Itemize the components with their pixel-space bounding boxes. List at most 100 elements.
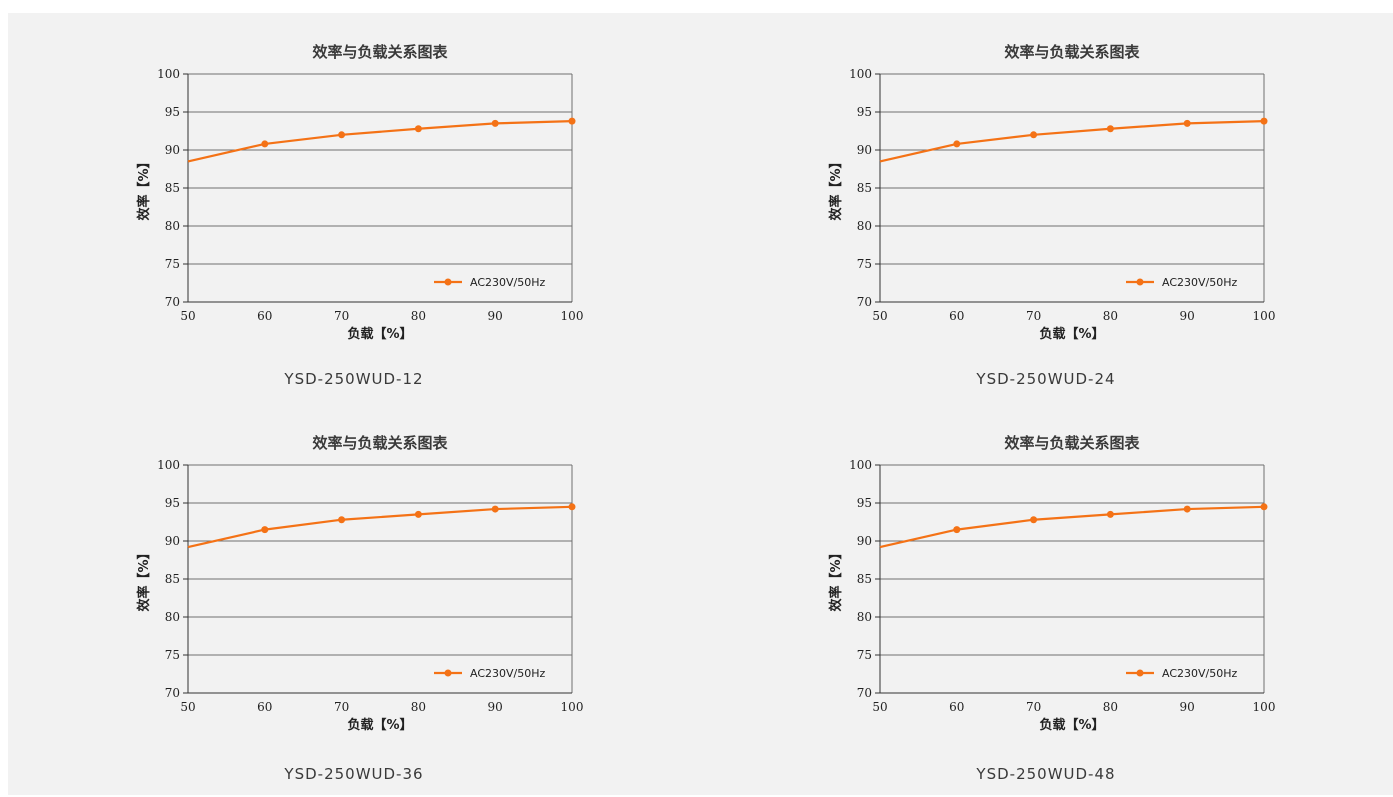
series-line bbox=[187, 120, 573, 163]
y-tick-label: 70 bbox=[857, 686, 872, 700]
x-tick-label: 100 bbox=[1253, 700, 1276, 714]
x-axis-label: 负载【%】 bbox=[1039, 326, 1104, 342]
y-tick-label: 100 bbox=[849, 458, 872, 472]
legend-label: AC230V/50Hz bbox=[1162, 667, 1238, 680]
efficiency-chart-36: 效率与负载关系图表 70 75 80 85 90 95 100 50 60 70 80 90 100 负载【… bbox=[136, 434, 584, 733]
y-tick-label: 85 bbox=[857, 181, 872, 195]
x-tick-label: 80 bbox=[411, 309, 426, 323]
data-point bbox=[338, 131, 346, 139]
y-tick-label: 95 bbox=[857, 105, 872, 119]
data-point bbox=[953, 526, 961, 534]
y-tick-label: 100 bbox=[157, 67, 180, 81]
x-tick-label: 90 bbox=[488, 700, 503, 714]
y-tick-label: 80 bbox=[165, 219, 180, 233]
x-tick-label: 100 bbox=[561, 700, 584, 714]
data-point bbox=[568, 503, 576, 511]
x-tick-label: 90 bbox=[1180, 700, 1195, 714]
x-tick-label: 70 bbox=[334, 700, 349, 714]
y-tick-label: 85 bbox=[165, 572, 180, 586]
x-tick-label: 60 bbox=[949, 700, 964, 714]
x-tick-label: 50 bbox=[872, 309, 887, 323]
y-tick-label: 85 bbox=[165, 181, 180, 195]
y-tick-label: 70 bbox=[857, 295, 872, 309]
y-tick-label: 75 bbox=[165, 257, 180, 271]
y-tick-label: 70 bbox=[165, 686, 180, 700]
y-tick-label: 90 bbox=[165, 534, 180, 548]
data-point bbox=[261, 526, 269, 534]
data-point bbox=[491, 119, 499, 127]
data-point bbox=[491, 505, 499, 513]
y-tick-label: 75 bbox=[165, 648, 180, 662]
chart-title: 效率与负载关系图表 bbox=[1004, 434, 1140, 452]
efficiency-chart-12: 效率与负载关系图表 70 75 80 85 90 95 100 50 60 70 80 90 100 负载【… bbox=[136, 43, 583, 342]
legend-label: AC230V/50Hz bbox=[470, 276, 546, 289]
x-tick-label: 60 bbox=[257, 309, 272, 323]
data-point bbox=[1260, 117, 1268, 125]
y-tick-label: 80 bbox=[857, 610, 872, 624]
model-caption: YSD-250WUD-24 bbox=[976, 370, 1116, 388]
data-point bbox=[1030, 131, 1038, 139]
data-point bbox=[1260, 503, 1268, 511]
y-axis-label: 效率【%】 bbox=[136, 546, 152, 611]
model-caption: YSD-250WUD-36 bbox=[284, 765, 424, 783]
y-tick-label: 70 bbox=[165, 295, 180, 309]
x-tick-label: 70 bbox=[1026, 309, 1041, 323]
data-point bbox=[568, 117, 576, 125]
chart-panel: 效率与负载关系图表 70 75 80 85 90 95 100 50 60 70 80 90 100 负载【… bbox=[8, 13, 1393, 795]
data-point bbox=[414, 510, 422, 518]
series-line bbox=[879, 505, 1265, 549]
x-axis-label: 负载【%】 bbox=[347, 717, 412, 733]
x-tick-label: 50 bbox=[180, 309, 195, 323]
x-tick-label: 50 bbox=[872, 700, 887, 714]
y-tick-label: 95 bbox=[857, 496, 872, 510]
y-axis-label: 效率【%】 bbox=[136, 155, 152, 220]
series-line bbox=[187, 505, 573, 549]
y-tick-label: 100 bbox=[849, 67, 872, 81]
x-tick-label: 50 bbox=[180, 700, 195, 714]
x-tick-label: 60 bbox=[949, 309, 964, 323]
chart-title: 效率与负载关系图表 bbox=[312, 434, 448, 452]
data-point bbox=[261, 140, 269, 148]
y-axis-label: 效率【%】 bbox=[828, 155, 844, 220]
x-tick-label: 80 bbox=[1103, 309, 1118, 323]
chart-title: 效率与负载关系图表 bbox=[312, 43, 448, 61]
y-tick-label: 80 bbox=[165, 610, 180, 624]
chart-title: 效率与负载关系图表 bbox=[1004, 43, 1140, 61]
y-tick-label: 75 bbox=[857, 648, 872, 662]
x-tick-label: 80 bbox=[1103, 700, 1118, 714]
legend-marker bbox=[444, 278, 452, 286]
legend-marker bbox=[1136, 278, 1144, 286]
data-point bbox=[1183, 505, 1191, 513]
x-tick-label: 70 bbox=[334, 309, 349, 323]
y-tick-label: 90 bbox=[857, 143, 872, 157]
x-tick-label: 90 bbox=[1180, 309, 1195, 323]
data-point bbox=[1106, 125, 1114, 133]
y-tick-label: 75 bbox=[857, 257, 872, 271]
data-point bbox=[338, 516, 346, 524]
data-point bbox=[1030, 516, 1038, 524]
y-tick-label: 90 bbox=[165, 143, 180, 157]
y-tick-label: 100 bbox=[157, 458, 180, 472]
model-caption: YSD-250WUD-12 bbox=[284, 370, 424, 388]
y-tick-label: 95 bbox=[165, 105, 180, 119]
x-tick-label: 80 bbox=[411, 700, 426, 714]
legend-label: AC230V/50Hz bbox=[470, 667, 546, 680]
legend-marker bbox=[444, 669, 452, 677]
x-tick-label: 100 bbox=[1253, 309, 1276, 323]
data-point bbox=[953, 140, 961, 148]
x-axis-label: 负载【%】 bbox=[347, 326, 412, 342]
y-tick-label: 95 bbox=[165, 496, 180, 510]
x-tick-label: 90 bbox=[488, 309, 503, 323]
y-axis-label: 效率【%】 bbox=[828, 546, 844, 611]
data-point bbox=[1106, 510, 1114, 518]
series-line bbox=[879, 120, 1265, 163]
efficiency-chart-24: 效率与负载关系图表 70 75 80 85 90 95 100 50 60 70 80 90 100 负载【… bbox=[828, 43, 1276, 342]
y-tick-label: 80 bbox=[857, 219, 872, 233]
y-tick-label: 85 bbox=[857, 572, 872, 586]
model-caption: YSD-250WUD-48 bbox=[976, 765, 1116, 783]
data-point bbox=[1183, 119, 1191, 127]
data-point bbox=[414, 125, 422, 133]
x-axis-label: 负载【%】 bbox=[1039, 717, 1104, 733]
x-tick-label: 70 bbox=[1026, 700, 1041, 714]
legend-marker bbox=[1136, 669, 1144, 677]
